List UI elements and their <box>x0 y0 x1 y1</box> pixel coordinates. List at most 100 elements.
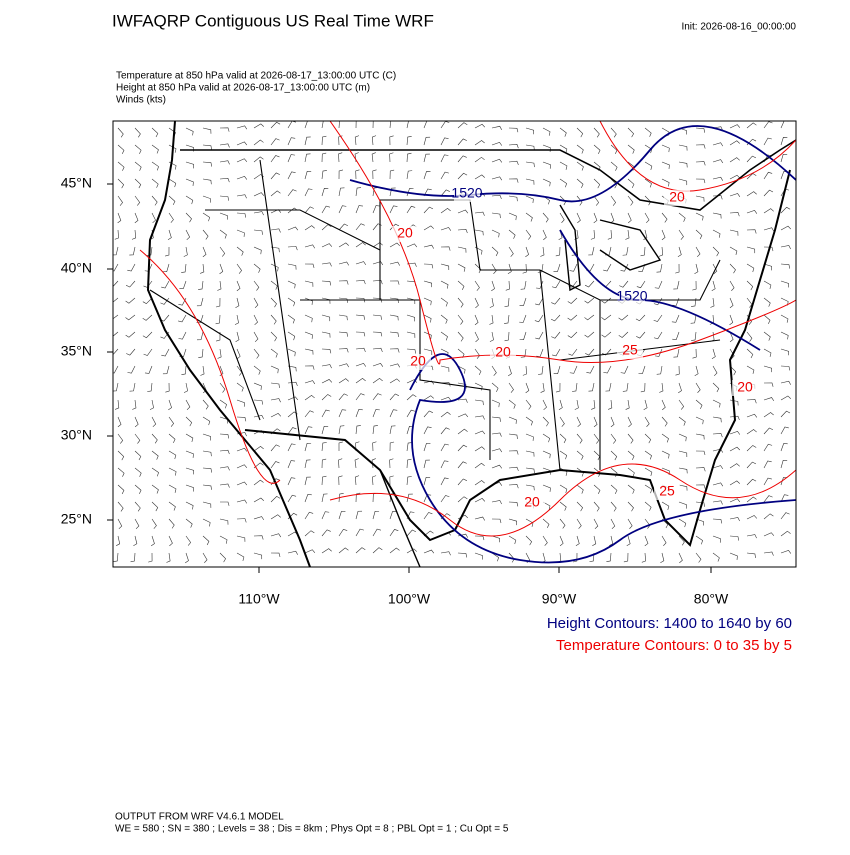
wind-barb <box>672 331 680 340</box>
wind-barb <box>534 314 544 323</box>
wind-barb <box>643 229 648 240</box>
wind-barb <box>113 552 119 562</box>
wind-barb <box>695 212 704 221</box>
wind-barb <box>635 314 646 322</box>
wind-barb <box>406 379 418 384</box>
wind-barb <box>202 229 209 240</box>
wind-barb <box>489 297 494 308</box>
wind-barb <box>610 450 618 461</box>
wind-barb <box>763 365 772 373</box>
wind-barb <box>321 188 329 197</box>
wind-barb <box>542 416 549 427</box>
wind-barb <box>198 348 204 358</box>
wind-barb <box>576 127 584 138</box>
wind-barb <box>117 450 125 461</box>
wind-barb <box>304 331 313 339</box>
wind-barb <box>763 137 772 146</box>
wind-barb <box>202 433 211 441</box>
wind-barb <box>321 348 332 354</box>
wind-barb <box>729 517 740 522</box>
wind-barb <box>457 331 464 342</box>
wind-barb <box>610 501 617 512</box>
wind-barb <box>236 175 248 180</box>
wind-barb <box>355 223 365 231</box>
wind-barb <box>610 416 615 428</box>
wind-barb <box>165 246 170 257</box>
wind-barb <box>491 448 503 453</box>
wind-barb <box>457 246 467 253</box>
wind-barb <box>553 365 561 374</box>
wind-barb <box>338 363 350 368</box>
wind-barb <box>389 441 395 452</box>
wind-barb <box>253 229 263 235</box>
wind-barb <box>338 409 347 418</box>
wind-barb <box>219 449 230 455</box>
wind-barb <box>550 314 561 322</box>
wind-barb <box>127 263 136 272</box>
wind-barb <box>253 314 258 326</box>
wind-barb <box>219 535 228 544</box>
wind-barb <box>746 210 758 214</box>
wind-barb <box>695 246 701 257</box>
wind-barb <box>491 464 503 469</box>
lat-label: 45°N <box>61 175 92 191</box>
wind-barb <box>423 263 434 269</box>
wind-barb <box>236 416 247 422</box>
wind-barb <box>202 246 207 258</box>
wind-barb <box>389 378 400 384</box>
contour-label-box <box>405 354 431 370</box>
wind-barb <box>457 552 468 558</box>
field-label: Temperature at 850 hPa valid at 2026-08-… <box>116 71 396 82</box>
wind-barb <box>474 331 479 343</box>
wind-barb <box>236 348 241 360</box>
wind-barb <box>729 212 740 217</box>
contour-label-box <box>654 484 680 500</box>
wind-barb <box>440 477 449 486</box>
wind-barb <box>216 331 221 342</box>
wind-barb <box>508 484 519 489</box>
wind-barb <box>183 382 188 393</box>
wind-barb <box>593 212 598 224</box>
wind-barb <box>134 416 139 428</box>
wind-barb <box>678 535 685 546</box>
wind-barb <box>763 443 773 452</box>
wind-barb <box>117 144 125 155</box>
wind-barb <box>372 475 377 486</box>
wind-barb <box>536 348 544 357</box>
lon-label: 100°W <box>388 591 431 607</box>
wind-barb <box>474 430 486 435</box>
wind-barb <box>474 174 485 180</box>
wind-barb <box>389 393 399 401</box>
wind-barb <box>253 123 264 129</box>
wind-barb <box>491 518 502 524</box>
wind-barb <box>780 530 791 537</box>
wind-barb <box>236 229 245 237</box>
wind-barb <box>491 141 503 146</box>
wind-barb <box>536 280 544 289</box>
wind-barb <box>711 280 716 292</box>
wind-barb <box>553 263 561 272</box>
wind-barb <box>474 140 485 146</box>
wind-barb <box>270 348 278 358</box>
wind-barb <box>559 484 568 494</box>
footer-line: WE = 580 ; SN = 380 ; Levels = 38 ; Dis … <box>115 824 509 835</box>
wind-barb <box>712 212 722 219</box>
wind-barb <box>270 280 278 290</box>
wind-barb <box>270 444 280 452</box>
wind-barb <box>746 461 757 469</box>
wind-barb <box>202 399 209 410</box>
wind-barb <box>162 263 170 272</box>
wind-barb <box>489 314 494 325</box>
wind-barb <box>636 280 646 289</box>
wind-barb <box>166 552 171 563</box>
wind-barb <box>584 297 595 304</box>
wind-barb <box>287 550 298 555</box>
wind-barb <box>520 280 527 290</box>
wind-barb <box>525 144 535 151</box>
wind-barb <box>287 494 297 503</box>
wind-barb <box>117 518 123 530</box>
wind-barb <box>338 152 343 163</box>
wind-barb <box>338 121 340 129</box>
wind-barb <box>729 140 740 146</box>
